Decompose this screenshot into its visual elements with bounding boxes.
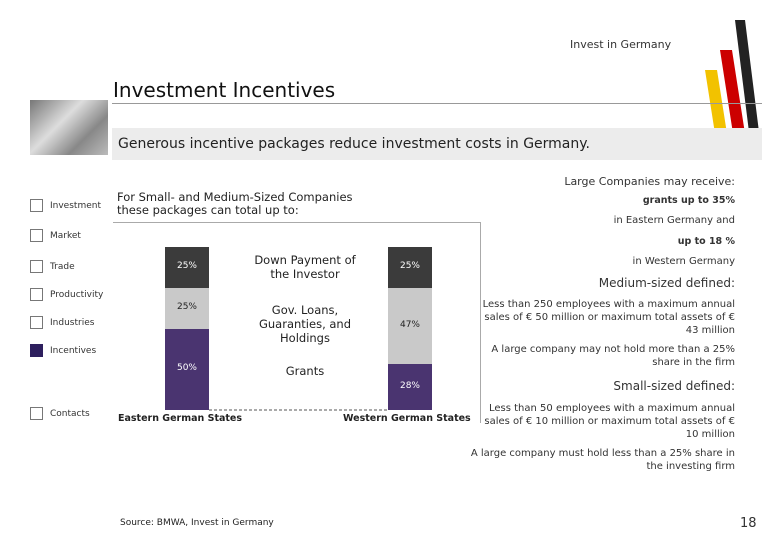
x-tick-label: Western German States — [343, 413, 471, 424]
series-label: Grants — [285, 364, 325, 379]
nav-item[interactable]: Market — [30, 229, 81, 242]
chart-area — [113, 222, 481, 423]
subtitle: Generous incentive packages reduce inves… — [118, 136, 590, 152]
bar-segment — [165, 247, 209, 288]
title-rule — [112, 103, 762, 104]
value-label: 25% — [176, 261, 197, 272]
series-label: Down Payment of the Investor — [254, 253, 356, 282]
bar-segment — [165, 287, 209, 329]
bar-segment — [388, 247, 432, 288]
rp-small-heading: Small-sized defined: — [613, 379, 735, 393]
nav-item[interactable]: Industries — [30, 316, 94, 329]
rp-medium-note: A large company may not hold more than a… — [491, 344, 735, 368]
value-label: 25% — [176, 302, 197, 313]
value-label: 28% — [399, 381, 420, 392]
nav-item[interactable]: Investment — [30, 199, 101, 212]
header-image — [30, 100, 108, 155]
nav-label: Productivity — [50, 289, 104, 300]
rp-medium-heading: Medium-sized defined: — [598, 276, 735, 290]
chart-title: For Small- and Medium-Sized Companies th… — [117, 190, 353, 217]
rp-grants-east: grants up to 35% — [642, 195, 735, 206]
x-tick-label: Eastern German States — [118, 413, 243, 424]
title: Investment Incentives — [113, 78, 336, 102]
nav-label: Incentives — [50, 345, 97, 356]
rp-grants-west: up to 18 % — [677, 236, 735, 247]
rp-small-text: Less than 50 employees with a maximum an… — [484, 403, 735, 440]
value-label: 47% — [399, 320, 420, 331]
nav-item[interactable]: Incentives — [30, 344, 96, 357]
bar-segment — [165, 328, 209, 410]
nav-label: Contacts — [50, 408, 90, 419]
series-label: Gov. Loans, Guaranties, and Holdings — [258, 303, 352, 346]
subtitle-band — [112, 128, 762, 160]
nav-item[interactable]: Contacts — [30, 407, 90, 420]
bar-segment — [388, 287, 432, 365]
value-label: 25% — [399, 261, 420, 272]
nav-item[interactable]: Productivity — [30, 288, 103, 301]
logo: Invest in Germany — [570, 38, 672, 51]
rp-east: in Eastern Germany and — [613, 215, 735, 226]
rp-small-note: A large company must hold less than a 25… — [470, 448, 735, 472]
rp-heading: Large Companies may receive: — [564, 175, 735, 188]
bar-segment — [388, 364, 432, 410]
source: Source: BMWA, Invest in Germany — [120, 518, 274, 528]
nav-label: Investment — [50, 200, 101, 211]
nav-label: Trade — [50, 261, 75, 272]
nav-item[interactable]: Trade — [30, 260, 75, 273]
nav-label: Market — [50, 230, 81, 241]
rp-west: in Western Germany — [632, 256, 735, 267]
value-label: 50% — [176, 363, 197, 374]
logo-stripes — [705, 20, 760, 140]
page-number: 18 — [740, 516, 757, 531]
nav-label: Industries — [50, 317, 95, 328]
rp-medium-text: Less than 250 employees with a maximum a… — [482, 299, 735, 336]
